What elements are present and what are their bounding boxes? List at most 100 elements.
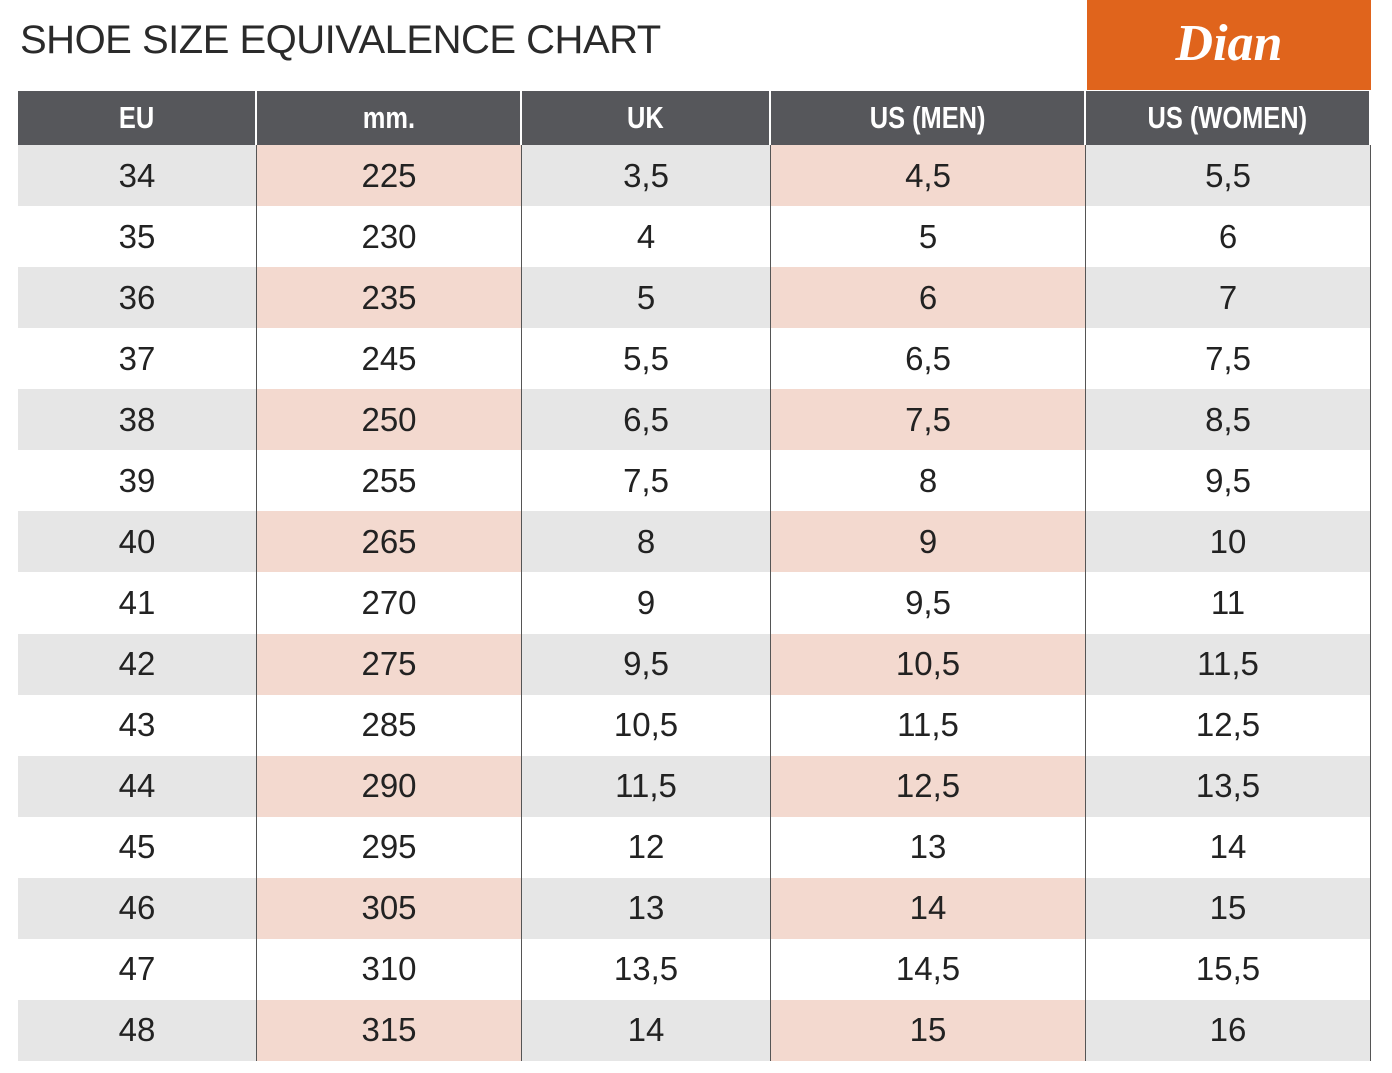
table-cell: 270	[257, 572, 522, 634]
table-cell: 7,5	[771, 389, 1086, 451]
table-cell: 36	[18, 267, 257, 329]
table-cell: 230	[257, 206, 522, 268]
table-cell: 5	[771, 206, 1086, 268]
table-cell-text: 275	[361, 645, 417, 683]
table-cell: 255	[257, 450, 522, 512]
table-cell-text: 13	[627, 889, 665, 927]
table-cell-text: 8	[918, 461, 938, 499]
logo-text: Dian	[1175, 15, 1283, 72]
logo: Dian	[1087, 0, 1371, 90]
table-cell-text: 250	[361, 400, 417, 438]
table-cell: 37	[18, 328, 257, 390]
table-cell-text: 255	[361, 461, 417, 499]
table-cell-text: 3,5	[623, 156, 669, 194]
table-cell-text: 5,5	[623, 339, 669, 377]
table-cell: 38	[18, 389, 257, 451]
column-header: US (MEN)	[771, 91, 1086, 145]
table-cell: 6	[771, 267, 1086, 329]
table-cell-text: 7,5	[623, 461, 669, 499]
column-header: mm.	[257, 91, 522, 145]
table-cell-text: 230	[361, 217, 417, 255]
table-cell: 250	[257, 389, 522, 451]
table-cell: 7	[1086, 267, 1371, 329]
table-cell-text: 12	[627, 828, 665, 866]
table-cell: 11	[1086, 572, 1371, 634]
table-cell: 11,5	[1086, 633, 1371, 695]
table-cell-text: 15,5	[1195, 950, 1261, 988]
table-cell: 45	[18, 816, 257, 878]
table-cell-text: 285	[361, 706, 417, 744]
table-cell: 11,5	[771, 694, 1086, 756]
table-cell-text: 310	[361, 950, 417, 988]
table-cell-text: 38	[118, 400, 156, 438]
column-header-text: US (MEN)	[869, 100, 986, 135]
table-cell-text: 47	[118, 950, 156, 988]
table-cell: 13,5	[1086, 755, 1371, 817]
table-cell-text: 9,5	[623, 645, 669, 683]
table-cell-text: 45	[118, 828, 156, 866]
table-cell: 15	[771, 999, 1086, 1061]
table-cell: 14	[522, 999, 771, 1061]
table-cell: 290	[257, 755, 522, 817]
column-header: UK	[522, 91, 771, 145]
table-cell-text: 11	[1210, 583, 1246, 621]
table-cell: 34	[18, 145, 257, 207]
column-header: US (WOMEN)	[1086, 91, 1371, 145]
table-cell: 310	[257, 938, 522, 1000]
table-cell-text: 15	[1209, 889, 1247, 927]
table-cell-text: 9,5	[905, 583, 951, 621]
table-cell: 42	[18, 633, 257, 695]
title: SHOE SIZE EQUIVALENCE CHART	[20, 18, 661, 62]
table-cell-text: 270	[361, 583, 417, 621]
table-cell: 6	[1086, 206, 1371, 268]
table-cell: 3,5	[522, 145, 771, 207]
table-cell: 8	[771, 450, 1086, 512]
table-cell: 9,5	[522, 633, 771, 695]
table-cell: 7,5	[1086, 328, 1371, 390]
table-cell: 47	[18, 938, 257, 1000]
table-cell: 5	[522, 267, 771, 329]
table-cell: 12,5	[771, 755, 1086, 817]
table-cell-text: 9	[918, 522, 938, 560]
column-header-text: UK	[627, 100, 664, 135]
table-cell-text: 14	[909, 889, 947, 927]
table-cell: 5,5	[522, 328, 771, 390]
column-header-text: US (WOMEN)	[1147, 100, 1308, 135]
table-cell-text: 14	[627, 1011, 665, 1049]
table-cell-text: 34	[118, 156, 156, 194]
table-cell-text: 10	[1209, 522, 1247, 560]
table-cell-text: 14,5	[895, 950, 961, 988]
table-cell-text: 40	[118, 522, 156, 560]
table-cell-text: 5	[918, 217, 938, 255]
table-cell: 39	[18, 450, 257, 512]
table-cell: 8	[522, 511, 771, 573]
table-cell: 265	[257, 511, 522, 573]
table-cell: 46	[18, 877, 257, 939]
table-cell-text: 43	[118, 706, 156, 744]
table-cell: 4,5	[771, 145, 1086, 207]
table-cell: 11,5	[522, 755, 771, 817]
table-cell: 9	[771, 511, 1086, 573]
table-cell-text: 9	[636, 583, 656, 621]
column-header: EU	[18, 91, 257, 145]
table-cell: 43	[18, 694, 257, 756]
column-header-text: EU	[118, 100, 155, 135]
table-cell-text: 225	[361, 156, 417, 194]
table-cell-text: 265	[361, 522, 417, 560]
table-cell: 14	[1086, 816, 1371, 878]
table-cell-text: 35	[118, 217, 156, 255]
table-cell: 15	[1086, 877, 1371, 939]
table-cell-text: 4	[636, 217, 656, 255]
table-cell-text: 9,5	[1205, 461, 1251, 499]
table-cell-text: 6,5	[623, 400, 669, 438]
table-cell-text: 44	[118, 767, 156, 805]
table-cell: 14	[771, 877, 1086, 939]
table-cell-text: 13,5	[613, 950, 679, 988]
table-cell-text: 10,5	[895, 645, 961, 683]
table-cell: 13	[771, 816, 1086, 878]
table-cell-text: 235	[361, 278, 417, 316]
table-cell: 12,5	[1086, 694, 1371, 756]
table-cell-text: 290	[361, 767, 417, 805]
table-cell-text: 13	[909, 828, 947, 866]
